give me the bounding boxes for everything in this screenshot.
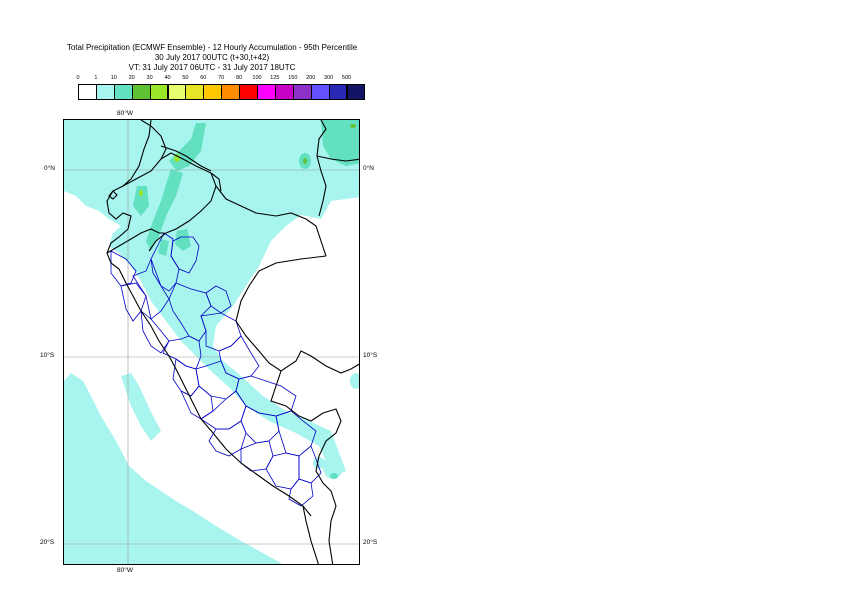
valid-time: VT: 31 July 2017 06UTC - 31 July 2017 18… [128, 63, 296, 72]
legend-tick-label: 100 [252, 75, 262, 81]
legend-swatch [239, 84, 258, 100]
legend-swatch [274, 84, 294, 100]
precipitation-map [63, 119, 360, 565]
lat-label-right-10: 10°S [363, 352, 378, 359]
lat-label-left-10: 10°S [40, 352, 55, 359]
legend-swatch [310, 84, 330, 100]
legend-tick-label: 80 [236, 75, 243, 81]
legend-tick-label: 30 [146, 75, 153, 81]
region-borders [110, 232, 322, 507]
legend-swatch [221, 84, 241, 100]
legend-tick-label: 150 [288, 75, 298, 81]
lat-label-right-20: 20°S [363, 539, 378, 546]
lon-label-bottom: 80°W [117, 567, 133, 574]
legend-tick-label: 300 [324, 75, 334, 81]
legend-tick-label: 125 [270, 75, 280, 81]
base-time: 30 July 2017 00UTC (t+30,t+42) [154, 53, 270, 62]
legend-swatch [328, 84, 348, 100]
legend-swatch [167, 84, 187, 100]
map-canvas [64, 120, 359, 564]
lat-label-left-0: 0°N [44, 165, 55, 172]
legend-tick-label: 70 [218, 75, 225, 81]
legend-tick-label: 60 [200, 75, 207, 81]
precip-peak-spots [139, 124, 356, 196]
legend-tick-label: 1 [94, 75, 98, 81]
legend-swatch [185, 84, 205, 100]
country-borders [106, 120, 359, 564]
lon-label-top: 80°W [117, 110, 133, 117]
map-title: Total Precipitation (ECMWF Ensemble) - 1… [66, 43, 358, 52]
legend-swatch [346, 84, 366, 100]
legend-swatch [113, 84, 133, 100]
legend-swatch [149, 84, 169, 100]
legend-swatch [203, 84, 223, 100]
legend-swatch [95, 84, 115, 100]
legend-tick-label: 200 [306, 75, 316, 81]
legend-swatch [257, 84, 276, 100]
legend-swatch [78, 84, 97, 100]
legend-tick-label: 40 [164, 75, 171, 81]
lat-label-right-0: 0°N [363, 165, 374, 172]
legend-swatch [131, 84, 151, 100]
legend-tick-label: 20 [128, 75, 135, 81]
legend-tick-label: 10 [110, 75, 117, 81]
legend-swatch [292, 84, 312, 100]
lat-label-left-20: 20°S [40, 539, 55, 546]
precip-light-areas [64, 120, 359, 564]
legend-tick-label: 500 [341, 75, 352, 81]
legend-tick-label: 50 [182, 75, 189, 81]
legend-tick-label: 0 [76, 75, 80, 81]
